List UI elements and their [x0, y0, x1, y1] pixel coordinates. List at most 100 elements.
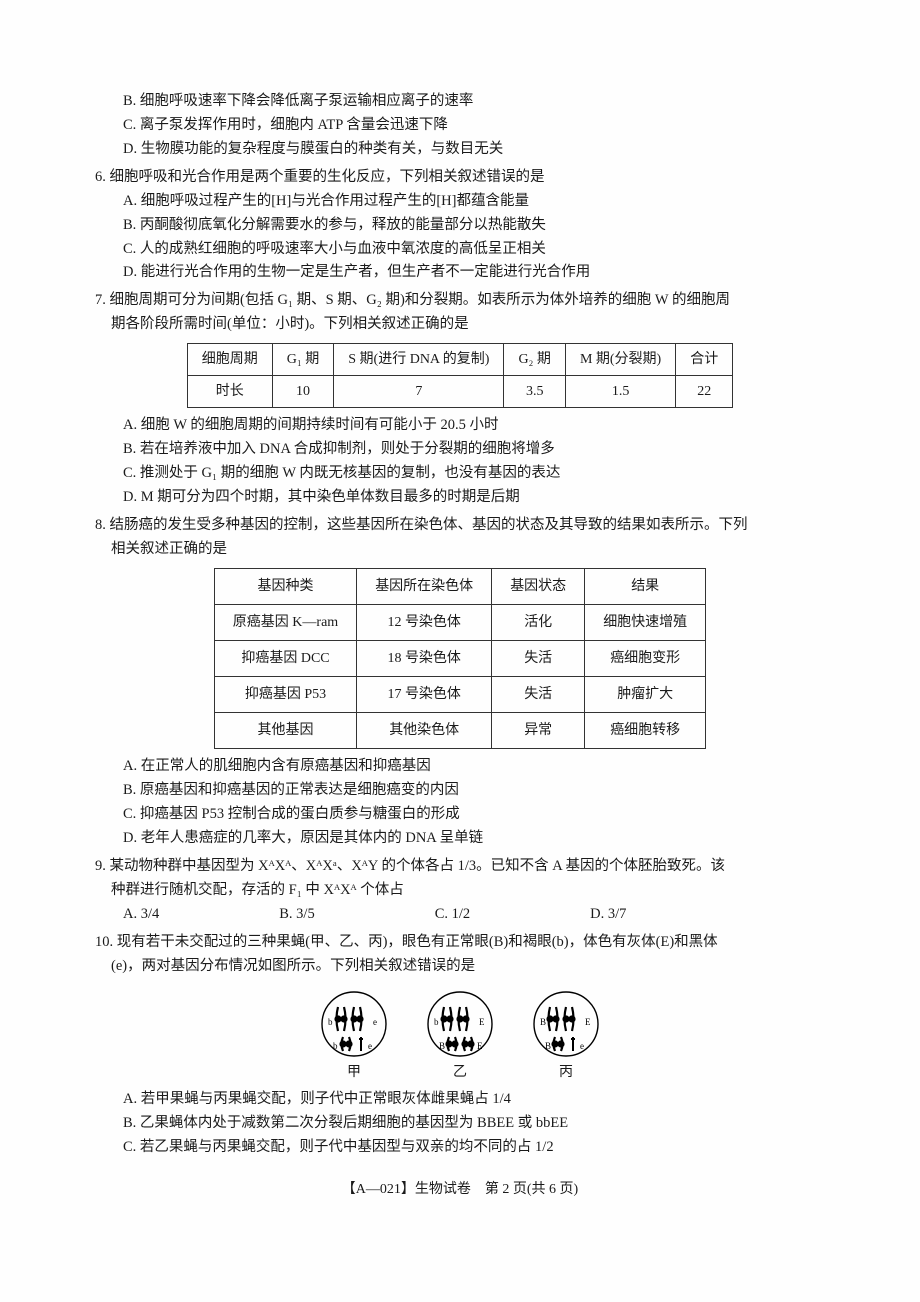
q8: 8. 结肠癌的发生受多种基因的控制，这些基因所在染色体、基因的状态及其导致的结果…: [95, 514, 825, 851]
td: 失活: [492, 677, 585, 713]
allele-label: B: [540, 1017, 546, 1027]
cell-jia: b e b e 甲: [315, 989, 393, 1084]
q8-stem1: 8. 结肠癌的发生受多种基因的控制，这些基因所在染色体、基因的状态及其导致的结果…: [95, 514, 825, 538]
q6-stem: 6. 细胞呼吸和光合作用是两个重要的生化反应，下列相关叙述错误的是: [95, 166, 825, 190]
q9-options: A. 3/4 B. 3/5 C. 1/2 D. 3/7: [95, 903, 825, 927]
q8-B: B. 原癌基因和抑癌基因的正常表达是细胞癌变的内因: [95, 779, 825, 803]
td: 抑癌基因 DCC: [214, 641, 356, 677]
allele-label: b: [333, 1041, 338, 1051]
td: 癌细胞变形: [585, 641, 706, 677]
q10-diagram: b e b e 甲 b E: [95, 989, 825, 1084]
table-row: 基因种类 基因所在染色体 基因状态 结果: [214, 568, 705, 604]
td: 1.5: [565, 376, 675, 408]
opt-5D: D. 生物膜功能的复杂程度与膜蛋白的种类有关，与数目无关: [95, 138, 825, 162]
q7: 7. 细胞周期可分为间期(包括 G₁ 期、S 期、G₂ 期)和分裂期。如表所示为…: [95, 289, 825, 510]
q8-table: 基因种类 基因所在染色体 基因状态 结果 原癌基因 K—ram 12 号染色体 …: [214, 568, 706, 749]
cell-jia-icon: b e b e: [315, 989, 393, 1059]
q10-B: B. 乙果蝇体内处于减数第二次分裂后期细胞的基因型为 BBEE 或 bbEE: [95, 1112, 825, 1136]
td: 活化: [492, 605, 585, 641]
th: 细胞周期: [187, 344, 272, 376]
q10-A: A. 若甲果蝇与丙果蝇交配，则子代中正常眼灰体雌果蝇占 1/4: [95, 1088, 825, 1112]
q7-C: C. 推测处于 G₁ 期的细胞 W 内既无核基因的复制，也没有基因的表达: [95, 462, 825, 486]
th: 基因状态: [492, 568, 585, 604]
table-row: 抑癌基因 DCC 18 号染色体 失活 癌细胞变形: [214, 641, 705, 677]
td: 10: [272, 376, 334, 408]
td: 18 号染色体: [357, 641, 492, 677]
table-row: 其他基因 其他染色体 异常 癌细胞转移: [214, 713, 705, 749]
q8-D: D. 老年人患癌症的几率大，原因是其体内的 DNA 呈单链: [95, 827, 825, 851]
allele-label: B: [545, 1041, 551, 1051]
cell-yi-label: 乙: [421, 1061, 499, 1084]
opt-5C: C. 离子泵发挥作用时，细胞内 ATP 含量会迅速下降: [95, 114, 825, 138]
q6-D: D. 能进行光合作用的生物一定是生产者，但生产者不一定能进行光合作用: [95, 261, 825, 285]
th: G₂ 期: [504, 344, 566, 376]
td: 肿瘤扩大: [585, 677, 706, 713]
td: 细胞快速增殖: [585, 605, 706, 641]
th: 合计: [676, 344, 733, 376]
th: M 期(分裂期): [565, 344, 675, 376]
th: 基因所在染色体: [357, 568, 492, 604]
cell-bing-icon: B E B e: [527, 989, 605, 1059]
q6-C: C. 人的成熟红细胞的呼吸速率大小与血液中氧浓度的高低呈正相关: [95, 238, 825, 262]
td: 异常: [492, 713, 585, 749]
q9-D: D. 3/7: [590, 903, 626, 927]
q6: 6. 细胞呼吸和光合作用是两个重要的生化反应，下列相关叙述错误的是 A. 细胞呼…: [95, 166, 825, 286]
allele-label: E: [585, 1017, 591, 1027]
q9-C: C. 1/2: [435, 903, 470, 927]
q10: 10. 现有若干未交配过的三种果蝇(甲、乙、丙)，眼色有正常眼(B)和褐眼(b)…: [95, 931, 825, 1160]
allele-label: e: [373, 1017, 377, 1027]
table-row: 抑癌基因 P53 17 号染色体 失活 肿瘤扩大: [214, 677, 705, 713]
allele-label: e: [580, 1041, 584, 1051]
q7-B: B. 若在培养液中加入 DNA 合成抑制剂，则处于分裂期的细胞将增多: [95, 438, 825, 462]
td: 其他基因: [214, 713, 356, 749]
q7-table: 细胞周期 G₁ 期 S 期(进行 DNA 的复制) G₂ 期 M 期(分裂期) …: [187, 343, 733, 408]
allele-label: e: [368, 1041, 372, 1051]
td: 失活: [492, 641, 585, 677]
td: 7: [334, 376, 504, 408]
q8-A: A. 在正常人的肌细胞内含有原癌基因和抑癌基因: [95, 755, 825, 779]
q9-stem2: 种群进行随机交配，存活的 F₁ 中 XᴬXᴬ 个体占: [95, 879, 825, 903]
allele-label: E: [479, 1017, 485, 1027]
q7-stem2: 期各阶段所需时间(单位：小时)。下列相关叙述正确的是: [95, 313, 825, 337]
th: S 期(进行 DNA 的复制): [334, 344, 504, 376]
td: 时长: [187, 376, 272, 408]
q8-stem2: 相关叙述正确的是: [95, 538, 825, 562]
cell-yi-icon: b E B E: [421, 989, 499, 1059]
table-row: 原癌基因 K—ram 12 号染色体 活化 细胞快速增殖: [214, 605, 705, 641]
td: 其他染色体: [357, 713, 492, 749]
q6-A: A. 细胞呼吸过程产生的[H]与光合作用过程产生的[H]都蕴含能量: [95, 190, 825, 214]
page-footer: 【A—021】生物试卷 第 2 页(共 6 页): [95, 1178, 825, 1201]
cell-bing: B E B e 丙: [527, 989, 605, 1084]
td: 抑癌基因 P53: [214, 677, 356, 713]
q9-stem1: 9. 某动物种群中基因型为 XᴬXᴬ、XᴬXᵃ、XᴬY 的个体各占 1/3。已知…: [95, 855, 825, 879]
q7-A: A. 细胞 W 的细胞周期的间期持续时间有可能小于 20.5 小时: [95, 414, 825, 438]
td: 22: [676, 376, 733, 408]
cell-bing-label: 丙: [527, 1061, 605, 1084]
table-row: 细胞周期 G₁ 期 S 期(进行 DNA 的复制) G₂ 期 M 期(分裂期) …: [187, 344, 732, 376]
td: 3.5: [504, 376, 566, 408]
q9-B: B. 3/5: [279, 903, 314, 927]
cell-yi: b E B E 乙: [421, 989, 499, 1084]
q8-C: C. 抑癌基因 P53 控制合成的蛋白质参与糖蛋白的形成: [95, 803, 825, 827]
th: 结果: [585, 568, 706, 604]
q10-stem1: 10. 现有若干未交配过的三种果蝇(甲、乙、丙)，眼色有正常眼(B)和褐眼(b)…: [95, 931, 825, 955]
opt-5B: B. 细胞呼吸速率下降会降低离子泵运输相应离子的速率: [95, 90, 825, 114]
allele-label: E: [477, 1041, 483, 1051]
q9-A: A. 3/4: [123, 903, 159, 927]
th: G₁ 期: [272, 344, 334, 376]
td: 12 号染色体: [357, 605, 492, 641]
q9: 9. 某动物种群中基因型为 XᴬXᴬ、XᴬXᵃ、XᴬY 的个体各占 1/3。已知…: [95, 855, 825, 927]
allele-label: b: [328, 1017, 333, 1027]
q10-C: C. 若乙果蝇与丙果蝇交配，则子代中基因型与双亲的均不同的占 1/2: [95, 1136, 825, 1160]
q10-stem2: (e)，两对基因分布情况如图所示。下列相关叙述错误的是: [95, 955, 825, 979]
th: 基因种类: [214, 568, 356, 604]
td: 癌细胞转移: [585, 713, 706, 749]
allele-label: b: [434, 1017, 439, 1027]
cell-jia-label: 甲: [315, 1061, 393, 1084]
q7-D: D. M 期可分为四个时期，其中染色单体数目最多的时期是后期: [95, 486, 825, 510]
table-row: 时长 10 7 3.5 1.5 22: [187, 376, 732, 408]
td: 17 号染色体: [357, 677, 492, 713]
q6-B: B. 丙酮酸彻底氧化分解需要水的参与，释放的能量部分以热能散失: [95, 214, 825, 238]
q7-stem1: 7. 细胞周期可分为间期(包括 G₁ 期、S 期、G₂ 期)和分裂期。如表所示为…: [95, 289, 825, 313]
allele-label: B: [439, 1041, 445, 1051]
